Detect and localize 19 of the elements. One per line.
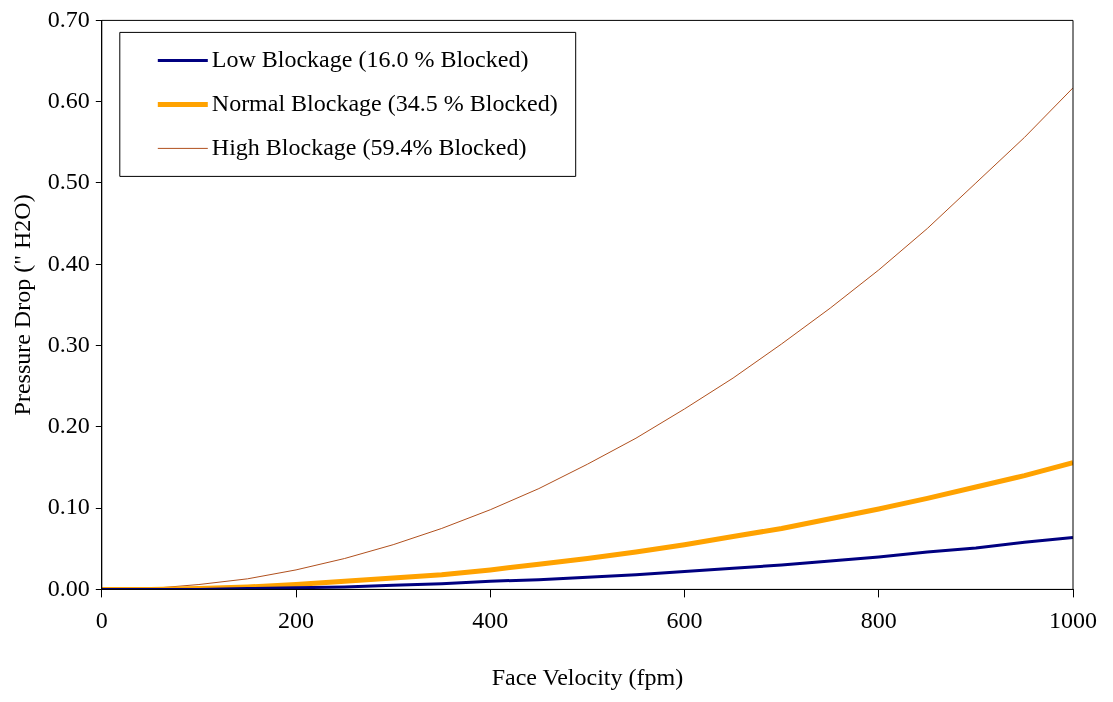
x-tick-label: 400: [472, 607, 509, 634]
x-tick-label: 1000: [1049, 607, 1097, 634]
x-tick-label: 200: [278, 607, 315, 634]
y-tick-label: 0.30: [47, 330, 90, 357]
y-tick-label: 0.00: [47, 574, 90, 601]
y-tick-label: 0.20: [47, 412, 90, 439]
x-tick-label: 600: [666, 607, 703, 634]
legend-label: Normal Blockage (34.5 % Blocked): [211, 89, 558, 116]
legend-label: Low Blockage (16.0 % Blocked): [211, 45, 529, 72]
x-tick-label: 0: [95, 607, 108, 634]
y-tick-label: 0.40: [47, 249, 90, 276]
x-tick-label: 800: [860, 607, 897, 634]
y-axis-title: Pressure Drop (" H2O): [8, 194, 35, 416]
y-tick-label: 0.50: [47, 168, 90, 195]
legend-label: High Blockage (59.4% Blocked): [211, 133, 527, 160]
y-tick-label: 0.70: [47, 5, 90, 32]
y-tick-label: 0.10: [47, 493, 90, 520]
y-tick-label: 0.60: [47, 86, 90, 113]
x-axis-title: Face Velocity (fpm): [491, 663, 684, 690]
